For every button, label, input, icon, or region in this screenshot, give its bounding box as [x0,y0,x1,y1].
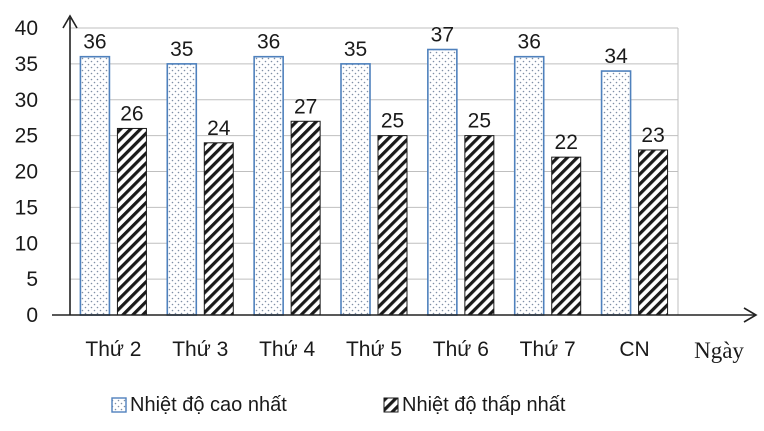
data-label: 35 [170,38,193,61]
x-tick-label: Thứ 7 [520,338,576,361]
data-label: 27 [294,95,317,118]
gridlines [70,27,679,315]
x-tick-label: Thứ 2 [85,338,141,361]
data-label: 23 [641,124,664,147]
y-tick-label: 20 [15,161,38,184]
data-label: 25 [381,110,404,133]
bar [340,63,371,316]
x-axis-arrow [743,307,758,323]
y-axis-arrow [62,14,78,29]
x-category-labels: Thứ 2 Thứ 3 Thứ 4 Thứ 5 Thứ 6 Thứ 7 CN Ngày [85,338,744,363]
x-tick-label: CN [619,338,649,361]
data-label: 36 [257,31,280,54]
bar [513,55,545,316]
x-tick-label: Thứ 5 [346,338,402,361]
data-label: 24 [207,117,231,140]
bar [600,70,632,316]
data-label: 36 [518,31,541,54]
data-label: 34 [604,45,628,68]
data-label: 25 [468,110,491,133]
bar [638,149,669,316]
bar [290,120,321,316]
bar [427,48,458,316]
bar [166,63,198,316]
bar [253,55,284,316]
y-tick-label: 40 [15,17,38,40]
bar [203,142,234,316]
y-tick-label: 10 [15,232,38,255]
data-label: 22 [555,131,578,154]
legend-swatch [383,397,399,413]
axes [52,14,758,323]
legend-label: Nhiệt độ cao nhất [130,394,287,416]
data-label: 36 [83,31,106,54]
legend-swatch [111,397,127,413]
bar [464,135,495,316]
y-tick-label: 35 [15,53,38,76]
legend: Nhiệt độ cao nhất Nhiệt độ thấp nhất [111,394,566,416]
y-tick-labels: 0 5 10 15 20 25 30 35 40 [15,17,38,327]
data-label: 35 [344,38,367,61]
data-labels: 36 26 35 24 36 27 35 25 37 25 36 22 34 23 [83,24,665,155]
x-axis-title: Ngày [694,338,744,363]
bar [116,127,147,316]
bars [79,48,669,316]
data-label: 26 [120,102,143,125]
y-tick-label: 25 [15,125,38,148]
x-tick-label: Thứ 3 [172,338,228,361]
data-label: 37 [431,24,454,47]
y-tick-label: 0 [26,304,38,327]
y-tick-label: 30 [15,89,38,112]
y-tick-label: 15 [15,196,38,219]
bar [377,135,408,316]
bar [551,156,582,316]
x-tick-label: Thứ 6 [433,338,489,361]
x-tick-label: Thứ 4 [259,338,315,361]
legend-label: Nhiệt độ thấp nhất [402,394,566,416]
y-tick-label: 5 [26,268,38,291]
bar [79,55,111,316]
